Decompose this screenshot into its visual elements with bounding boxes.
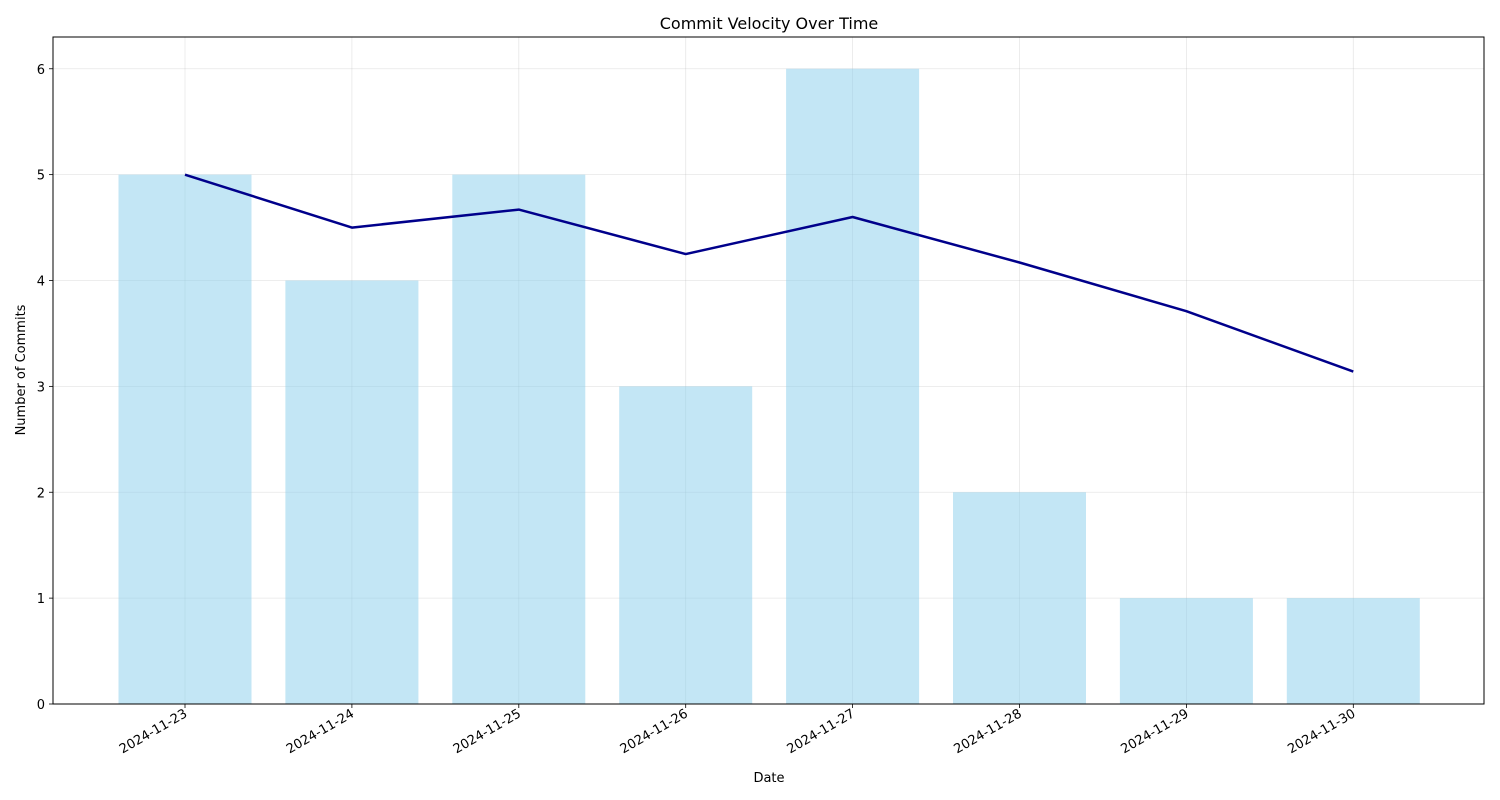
y-tick-label: 2 bbox=[37, 486, 45, 501]
x-tick-label: 2024-11-29 bbox=[1118, 706, 1191, 757]
y-tick-label: 4 bbox=[37, 275, 45, 290]
y-tick-label: 3 bbox=[37, 380, 45, 395]
y-tick-label: 6 bbox=[37, 63, 45, 78]
x-tick-label: 2024-11-30 bbox=[1285, 706, 1358, 757]
chart-title: Commit Velocity Over Time bbox=[660, 14, 879, 33]
x-tick-label: 2024-11-23 bbox=[117, 706, 190, 757]
y-tick-label: 0 bbox=[37, 698, 45, 713]
x-tick-label: 2024-11-24 bbox=[284, 706, 357, 757]
plot-frame bbox=[52, 36, 1485, 705]
y-tick-label: 1 bbox=[37, 592, 45, 607]
x-axis-ticks: 2024-11-23 2024-11-24 2024-11-25 2024-11-26… bbox=[117, 704, 1358, 757]
bar-2024-11-30 bbox=[1286, 598, 1420, 704]
y-axis-ticks: 0 1 2 3 4 5 6 bbox=[37, 63, 53, 713]
line-series bbox=[184, 173, 1354, 373]
x-axis-label: Date bbox=[753, 771, 784, 786]
x-tick-label: 2024-11-27 bbox=[785, 706, 858, 757]
bar-2024-11-24 bbox=[285, 280, 419, 704]
bar-2024-11-25 bbox=[452, 174, 586, 705]
x-tick-label: 2024-11-28 bbox=[952, 706, 1025, 757]
y-tick-label: 5 bbox=[37, 169, 45, 184]
bar-2024-11-26 bbox=[619, 386, 753, 704]
trend-line bbox=[184, 173, 1354, 373]
bar-2024-11-27 bbox=[786, 68, 920, 704]
bar-2024-11-29 bbox=[1119, 598, 1253, 704]
bar-2024-11-23 bbox=[118, 174, 252, 705]
grid-lines bbox=[53, 37, 1484, 705]
bar-series bbox=[118, 68, 1420, 705]
x-tick-label: 2024-11-25 bbox=[451, 706, 524, 757]
y-axis-label: Number of Commits bbox=[14, 304, 29, 435]
bar-2024-11-28 bbox=[953, 492, 1086, 704]
x-tick-label: 2024-11-26 bbox=[618, 706, 691, 757]
